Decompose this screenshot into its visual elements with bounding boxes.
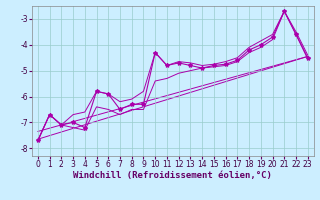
X-axis label: Windchill (Refroidissement éolien,°C): Windchill (Refroidissement éolien,°C) bbox=[73, 171, 272, 180]
